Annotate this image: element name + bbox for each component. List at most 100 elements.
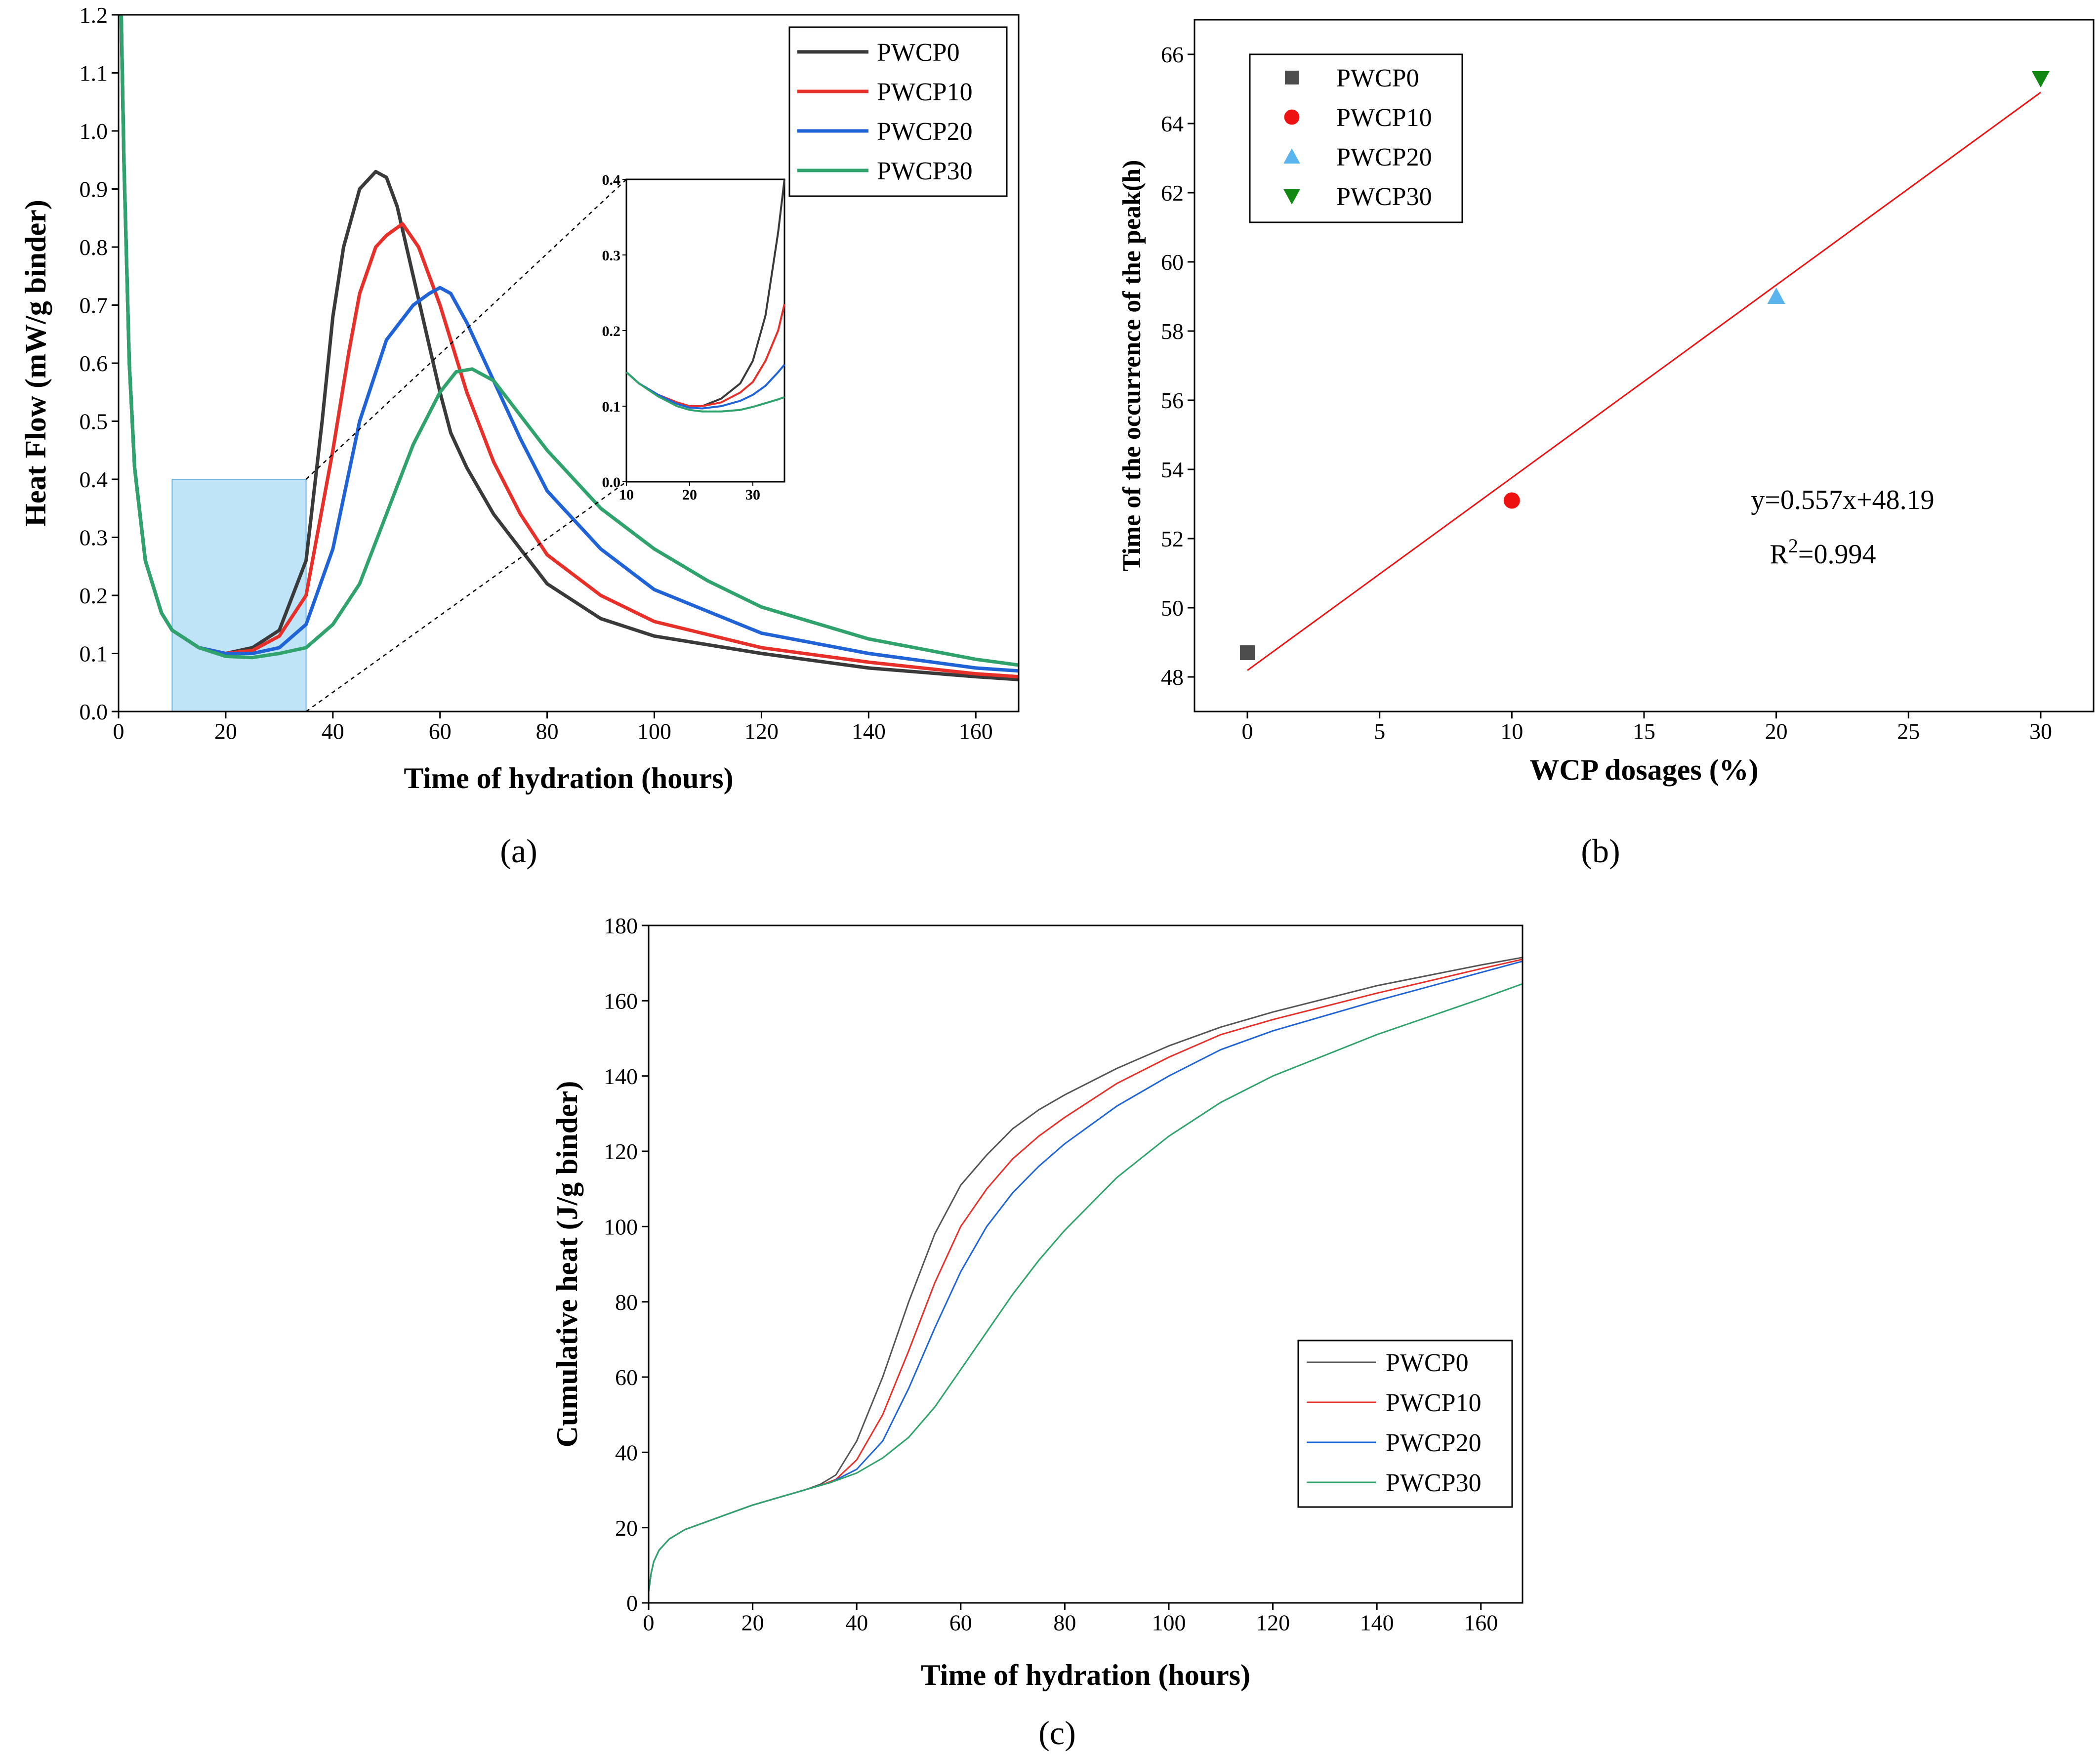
legend-marker <box>1283 148 1300 164</box>
x-tick-label: 0 <box>643 1610 655 1635</box>
y-tick-label: 0.9 <box>80 177 108 202</box>
x-tick-label: 160 <box>1464 1610 1498 1635</box>
y-tick-label: 0.5 <box>80 409 108 434</box>
plot-frame <box>648 924 1524 1604</box>
data-point-pwcp20 <box>1767 288 1785 304</box>
x-tick-label: 0 <box>113 718 124 744</box>
legend-label: PWCP10 <box>877 78 973 106</box>
inset-y-tick-label: 0.0 <box>602 474 621 491</box>
series-line-pwcp30 <box>648 983 1523 1592</box>
legend-box <box>1297 1340 1513 1508</box>
legend-label: PWCP20 <box>1386 1429 1482 1457</box>
x-tick-label: 140 <box>1360 1610 1394 1635</box>
y-axis-title: Heat Flow (mW/g binder) <box>19 200 52 527</box>
y-tick-label: 0.7 <box>80 293 108 318</box>
legend-label: PWCP30 <box>1386 1469 1482 1497</box>
x-axis-title: WCP dosages (%) <box>1529 754 1758 786</box>
chart-panel-a: 0 20 40 60 80 100 120 140 160 0.0 0.1 0.2 0.3 0.4 0.5 0… <box>19 2 1020 870</box>
zoom-connector <box>305 179 627 480</box>
x-tick-label: 80 <box>1053 1610 1076 1635</box>
y-tick-label: 40 <box>615 1440 638 1465</box>
y-tick-label: 62 <box>1161 180 1184 206</box>
series-line-pwcp30 <box>119 15 1019 667</box>
x-tick-label: 10 <box>1500 718 1523 744</box>
inset-x-tick-label: 10 <box>619 487 634 503</box>
inset-line-pwcp20 <box>625 364 785 410</box>
y-tick-label: 48 <box>1161 665 1184 690</box>
fit-line <box>1247 91 2041 671</box>
legend-label: PWCP10 <box>1386 1389 1482 1417</box>
x-tick-label: 80 <box>536 718 559 744</box>
y-tick-label: 140 <box>604 1064 638 1089</box>
legend-label: PWCP0 <box>877 39 960 67</box>
y-tick-label: 0 <box>626 1591 638 1616</box>
data-point-pwcp0 <box>1240 645 1255 660</box>
x-tick-label: 100 <box>1152 1610 1186 1635</box>
x-tick-label: 20 <box>741 1610 764 1635</box>
y-tick-label: 58 <box>1161 319 1184 344</box>
data-point-pwcp30 <box>2031 71 2050 87</box>
x-tick-label: 140 <box>852 718 886 744</box>
y-axis-title: Time of the occurrence of the peak(h) <box>1118 160 1146 572</box>
legend: PWCP0 PWCP10 PWCP20 PWCP30 <box>1249 53 1463 223</box>
legend-label: PWCP20 <box>877 118 973 146</box>
inset-frame <box>625 178 785 483</box>
legend-marker <box>1284 109 1300 125</box>
legend-label: PWCP30 <box>1336 183 1432 211</box>
zoom-connector <box>305 481 627 713</box>
legend-label: PWCP0 <box>1336 64 1419 92</box>
x-tick-label: 60 <box>949 1610 972 1635</box>
x-tick-label: 120 <box>1256 1610 1290 1635</box>
y-tick-label: 100 <box>604 1214 638 1239</box>
inset-y-tick-label: 0.2 <box>602 323 621 339</box>
y-tick-label: 0.0 <box>80 699 108 724</box>
x-axis-title: Time of hydration (hours) <box>921 1659 1250 1691</box>
r2-superscript: 2 <box>1788 535 1798 557</box>
y-tick-label: 1.1 <box>80 61 108 86</box>
y-tick-label: 120 <box>604 1139 638 1164</box>
x-tick-label: 25 <box>1897 718 1920 744</box>
x-tick-label: 20 <box>214 718 237 744</box>
x-tick-label: 120 <box>744 718 779 744</box>
zoom-region <box>171 479 307 712</box>
panel-label-a: (a) <box>500 832 537 870</box>
legend-box <box>788 26 1008 197</box>
y-tick-label: 64 <box>1161 111 1184 136</box>
inset-y-tick-label: 0.1 <box>602 399 621 415</box>
inset-y-tick-label: 0.3 <box>602 248 621 264</box>
x-tick-label: 160 <box>959 718 993 744</box>
r2-value: =0.994 <box>1798 539 1876 570</box>
y-tick-label: 0.4 <box>80 467 108 492</box>
inset-line-pwcp30 <box>625 371 785 413</box>
legend: PWCP0 PWCP10 PWCP20 PWCP30 <box>788 26 1008 197</box>
y-tick-label: 0.8 <box>80 235 108 260</box>
series-group <box>119 15 1019 681</box>
y-tick-label: 1.0 <box>80 119 108 144</box>
y-tick-label: 1.2 <box>80 2 108 28</box>
chart-panel-c: 0 20 40 60 80 100 120 140 160 0 20 40 60 80 100 120 140 1… <box>551 913 1524 1752</box>
inset-chart: 10 20 30 0.0 0.1 0.2 0.3 0.4 <box>305 172 785 713</box>
x-tick-label: 40 <box>322 718 344 744</box>
y-tick-label: 66 <box>1161 42 1184 67</box>
x-tick-label: 20 <box>1765 718 1788 744</box>
y-tick-label: 160 <box>604 988 638 1013</box>
y-tick-label: 56 <box>1161 388 1184 413</box>
inset-y-tick-label: 0.4 <box>602 172 621 188</box>
fit-equation: y=0.557x+48.19 <box>1751 485 1934 515</box>
panel-label-b: (b) <box>1581 832 1620 870</box>
chart-panel-b: 0 5 10 15 20 25 3048505254565860626466PWCP0PWC… <box>1118 19 2095 870</box>
data-point-pwcp10 <box>1503 492 1520 509</box>
legend-label: PWCP10 <box>1336 104 1432 132</box>
x-axis-title: Time of hydration (hours) <box>404 762 733 795</box>
legend-label: PWCP0 <box>1386 1349 1469 1377</box>
legend-marker <box>1285 71 1299 84</box>
r-squared: R2=0.994 <box>1770 535 1876 570</box>
y-tick-label: 0.2 <box>80 583 108 608</box>
y-tick-label: 0.6 <box>80 351 108 376</box>
x-tick-label: 40 <box>845 1610 868 1635</box>
x-tick-label: 100 <box>637 718 671 744</box>
legend: PWCP0 PWCP10 PWCP20 PWCP30 <box>1297 1340 1513 1508</box>
x-tick-label: 5 <box>1374 718 1385 744</box>
y-tick-label: 0.1 <box>80 641 108 667</box>
